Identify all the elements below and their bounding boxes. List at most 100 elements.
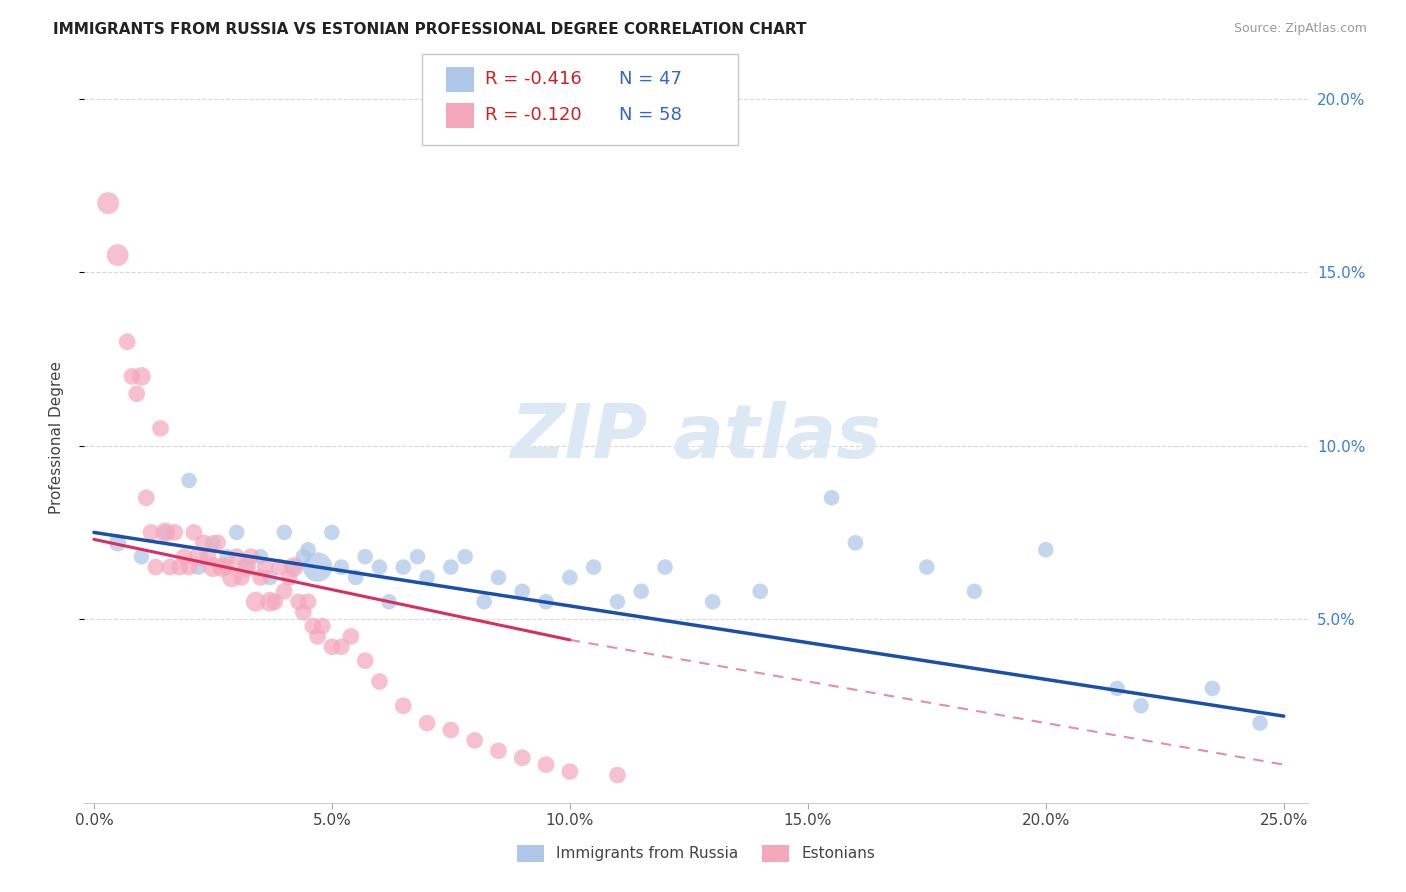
- Point: [292, 549, 315, 564]
- Point: [340, 629, 363, 643]
- Point: [177, 474, 200, 488]
- Point: [368, 674, 391, 689]
- Point: [149, 421, 172, 435]
- Point: [630, 584, 652, 599]
- Text: IMMIGRANTS FROM RUSSIA VS ESTONIAN PROFESSIONAL DEGREE CORRELATION CHART: IMMIGRANTS FROM RUSSIA VS ESTONIAN PROFE…: [53, 22, 807, 37]
- Text: R = -0.416: R = -0.416: [485, 70, 582, 88]
- Point: [201, 536, 224, 550]
- Point: [440, 560, 463, 574]
- Point: [173, 549, 195, 564]
- Point: [297, 595, 319, 609]
- Point: [273, 525, 295, 540]
- Point: [187, 549, 209, 564]
- Point: [440, 723, 463, 737]
- Point: [488, 570, 510, 584]
- Point: [472, 595, 495, 609]
- Point: [1201, 681, 1223, 696]
- Point: [416, 570, 439, 584]
- Point: [107, 536, 129, 550]
- Point: [155, 525, 177, 540]
- Point: [606, 768, 628, 782]
- Point: [963, 584, 986, 599]
- Point: [1107, 681, 1129, 696]
- Point: [221, 570, 243, 584]
- Point: [488, 744, 510, 758]
- Point: [97, 196, 120, 211]
- Point: [193, 536, 215, 550]
- Point: [749, 584, 772, 599]
- Point: [464, 733, 486, 747]
- Point: [225, 549, 247, 564]
- Text: R = -0.120: R = -0.120: [485, 106, 582, 124]
- Text: N = 58: N = 58: [619, 106, 682, 124]
- Point: [311, 619, 333, 633]
- Point: [254, 560, 277, 574]
- Point: [283, 560, 305, 574]
- Point: [297, 542, 319, 557]
- Point: [269, 560, 291, 574]
- Point: [235, 560, 257, 574]
- Point: [283, 560, 305, 574]
- Point: [139, 525, 162, 540]
- Point: [121, 369, 143, 384]
- Point: [259, 570, 281, 584]
- Point: [245, 595, 267, 609]
- Point: [239, 549, 262, 564]
- Point: [307, 560, 329, 574]
- Point: [201, 560, 224, 574]
- Point: [131, 549, 153, 564]
- Point: [217, 549, 239, 564]
- Point: [155, 525, 177, 540]
- Point: [145, 560, 167, 574]
- Point: [454, 549, 477, 564]
- Point: [135, 491, 157, 505]
- Point: [1035, 542, 1057, 557]
- Point: [534, 595, 557, 609]
- Point: [287, 595, 309, 609]
- Point: [321, 525, 343, 540]
- Text: Source: ZipAtlas.com: Source: ZipAtlas.com: [1233, 22, 1367, 36]
- Point: [330, 560, 353, 574]
- Point: [378, 595, 401, 609]
- Point: [1249, 716, 1271, 731]
- Legend: Immigrants from Russia, Estonians: Immigrants from Russia, Estonians: [510, 838, 882, 868]
- Point: [582, 560, 605, 574]
- Point: [159, 560, 181, 574]
- Y-axis label: Professional Degree: Professional Degree: [49, 360, 63, 514]
- Point: [263, 595, 285, 609]
- Point: [278, 570, 301, 584]
- Point: [211, 560, 233, 574]
- Point: [301, 619, 323, 633]
- Point: [354, 654, 377, 668]
- Point: [249, 549, 271, 564]
- Point: [392, 698, 415, 713]
- Point: [606, 595, 628, 609]
- Point: [534, 757, 557, 772]
- Point: [558, 764, 581, 779]
- Point: [125, 386, 148, 401]
- Point: [321, 640, 343, 654]
- Point: [292, 605, 315, 619]
- Point: [368, 560, 391, 574]
- Point: [273, 584, 295, 599]
- Point: [131, 369, 153, 384]
- Point: [259, 595, 281, 609]
- Point: [915, 560, 938, 574]
- Point: [1130, 698, 1153, 713]
- Point: [235, 560, 257, 574]
- Point: [392, 560, 415, 574]
- Point: [177, 560, 200, 574]
- Point: [354, 549, 377, 564]
- Point: [207, 536, 229, 550]
- Point: [416, 716, 439, 731]
- Point: [225, 525, 247, 540]
- Point: [558, 570, 581, 584]
- Point: [510, 750, 533, 764]
- Point: [702, 595, 724, 609]
- Point: [231, 570, 253, 584]
- Point: [307, 629, 329, 643]
- Point: [330, 640, 353, 654]
- Point: [217, 560, 239, 574]
- Text: N = 47: N = 47: [619, 70, 682, 88]
- Point: [169, 560, 191, 574]
